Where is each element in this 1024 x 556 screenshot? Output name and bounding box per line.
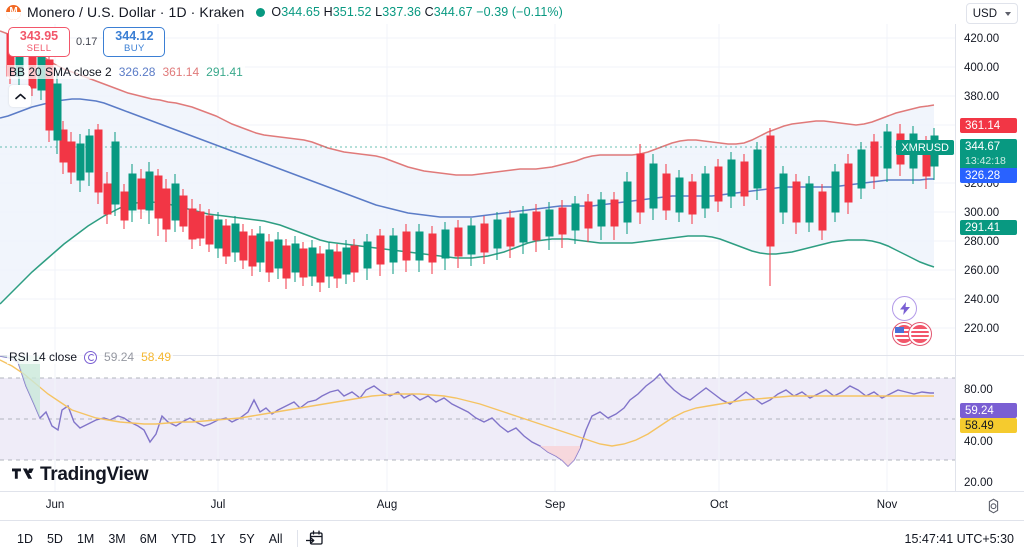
price-axis[interactable]: 420.00 400.00 380.00 320.00 300.00 280.0… xyxy=(955,24,1024,491)
open-value: 344.65 xyxy=(281,5,321,19)
last-price-badge: 344.67 xyxy=(960,139,1017,154)
time-tick: Jul xyxy=(210,499,226,511)
time-tick: Jun xyxy=(45,499,65,511)
rsi-tick: 40.00 xyxy=(964,436,993,448)
sell-price: 343.95 xyxy=(19,29,59,44)
countdown-badge: 13:42:18 xyxy=(960,154,1017,168)
price-tick: 420.00 xyxy=(964,33,1000,45)
last-price-badge-group: 344.67 13:42:18 326.28 xyxy=(960,139,1017,183)
timeframe-all[interactable]: All xyxy=(268,531,283,546)
timeframe-1y[interactable]: 1Y xyxy=(210,531,226,546)
timeframe-3m[interactable]: 3M xyxy=(108,531,126,546)
timeframe-5d[interactable]: 5D xyxy=(46,531,63,546)
rsi-chart-svg xyxy=(0,356,955,491)
lightning-bolt-badge[interactable] xyxy=(892,296,917,321)
bb-lower-value: 291.41 xyxy=(206,65,243,79)
ohlc-values: O344.65 H351.52 L337.36 C344.67 −0.39 (−… xyxy=(271,5,563,19)
bollinger-bands-legend[interactable]: BB 20 SMA close 2 326.28 361.14 291.41 xyxy=(7,65,245,79)
price-tick: 240.00 xyxy=(964,294,1000,306)
bb-basis-value: 326.28 xyxy=(118,65,156,79)
time-tick: Oct xyxy=(710,499,728,511)
lightning-bolt-icon xyxy=(899,302,910,315)
chart-settings-button[interactable] xyxy=(985,498,1002,515)
symbol-price-tag: XMRUSD xyxy=(896,140,954,155)
calendar-goto-icon xyxy=(305,530,323,545)
timeframe-1m[interactable]: 1M xyxy=(76,531,95,546)
spread-value: 0.17 xyxy=(76,36,98,48)
clock-label: 15:47:41 UTC+5:30 xyxy=(904,531,1014,546)
time-tick: Aug xyxy=(376,499,398,511)
buy-label: BUY xyxy=(124,42,145,54)
low-label: L xyxy=(375,5,383,19)
rsi-cross-fill-down xyxy=(540,446,580,466)
gear-icon xyxy=(988,498,999,514)
open-label: O xyxy=(271,5,282,19)
bb-upper-price-badge: 361.14 xyxy=(960,118,1017,133)
rsi-ma-line xyxy=(0,359,934,447)
bb-upper-line xyxy=(0,30,935,176)
price-tick: 280.00 xyxy=(964,236,1000,248)
close-label: C xyxy=(424,5,434,19)
time-axis[interactable]: Jun Jul Aug Sep Oct Nov xyxy=(0,491,1024,520)
pane-separator[interactable] xyxy=(0,355,1024,356)
timeframe-ytd[interactable]: YTD xyxy=(171,531,197,546)
rsi-legend[interactable]: RSI 14 close 59.24 58.49 xyxy=(7,350,174,364)
price-tick: 260.00 xyxy=(964,265,1000,277)
bb-upper-value: 361.14 xyxy=(162,65,200,79)
bb-basis-price-badge: 326.28 xyxy=(960,168,1017,183)
close-value: 344.67 xyxy=(433,5,473,19)
high-value: 351.52 xyxy=(332,5,372,19)
chevron-down-icon xyxy=(1005,11,1011,16)
tradingview-logo-icon xyxy=(12,467,34,479)
rsi-value-badge: 59.24 xyxy=(960,403,1017,418)
currency-select-label: USD xyxy=(972,7,997,20)
timeframe-6m[interactable]: 6M xyxy=(139,531,158,546)
rsi-ma-value: 58.49 xyxy=(141,350,172,364)
rsi-ma-value-badge: 58.49 xyxy=(960,418,1017,433)
rsi-chart-pane[interactable] xyxy=(0,356,955,491)
timeframe-1d[interactable]: 1D xyxy=(17,531,33,546)
timeframe-5y[interactable]: 5Y xyxy=(239,531,255,546)
price-tick: 220.00 xyxy=(964,323,1000,335)
rsi-tick: 20.00 xyxy=(964,477,993,489)
chevron-up-icon xyxy=(14,93,26,99)
price-tick: 300.00 xyxy=(964,207,1000,219)
rsi-tick: 80.00 xyxy=(964,384,993,396)
time-tick: Nov xyxy=(876,499,898,511)
refresh-icon xyxy=(84,350,98,364)
currency-flags-badge[interactable] xyxy=(892,322,932,346)
toolbar-divider xyxy=(296,530,298,547)
high-label: H xyxy=(323,5,333,19)
market-status-dot xyxy=(256,7,266,17)
bb-legend-name: BB 20 SMA close 2 xyxy=(9,65,112,79)
change-value: −0.39 (−0.11%) xyxy=(476,5,563,19)
monero-logo-icon: M xyxy=(6,4,21,20)
rsi-value: 59.24 xyxy=(104,350,135,364)
bottom-toolbar: 1D 5D 1M 3M 6M YTD 1Y 5Y All 15:47:41 UT… xyxy=(0,520,1024,556)
time-tick: Sep xyxy=(544,499,566,511)
low-value: 337.36 xyxy=(382,5,422,19)
price-tick: 400.00 xyxy=(964,62,1000,74)
chart-header: M Monero / U.S. Dollar · 1D · Kraken O34… xyxy=(0,0,1024,24)
bb-lower-price-badge: 291.41 xyxy=(960,220,1017,235)
trade-panel: 343.95 SELL 0.17 344.12 BUY xyxy=(8,27,166,57)
symbol-title[interactable]: Monero / U.S. Dollar · 1D · Kraken xyxy=(27,4,245,20)
currency-select[interactable]: USD xyxy=(965,3,1018,24)
tradingview-watermark: TradingView xyxy=(12,464,149,486)
price-tick: 380.00 xyxy=(964,91,1000,103)
sell-button[interactable]: 343.95 SELL xyxy=(8,27,70,57)
rsi-legend-name: RSI 14 close xyxy=(9,350,78,364)
xmr-flag-icon xyxy=(908,322,932,346)
rsi-cross-fill-up xyxy=(0,356,40,418)
buy-button[interactable]: 344.12 BUY xyxy=(103,27,166,57)
buy-price: 344.12 xyxy=(115,29,154,44)
rsi-line xyxy=(0,356,934,467)
collapse-pane-button[interactable] xyxy=(9,85,31,107)
sell-label: SELL xyxy=(26,42,52,54)
goto-date-button[interactable] xyxy=(305,529,324,548)
tradingview-wordmark: TradingView xyxy=(40,464,149,485)
rsi-level-lines xyxy=(0,377,955,461)
